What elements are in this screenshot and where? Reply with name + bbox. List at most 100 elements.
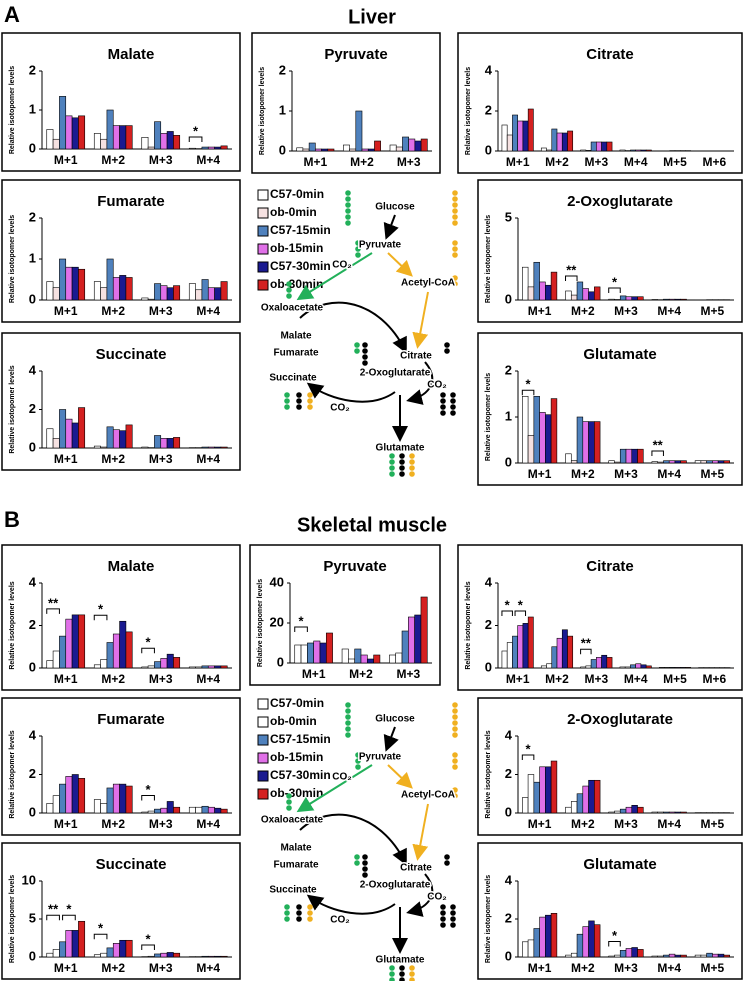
carbon-dot: [285, 917, 290, 922]
bar: [528, 287, 534, 300]
bar: [161, 286, 167, 300]
y-tick-label: 0: [29, 439, 36, 454]
panel-label: B: [4, 507, 20, 532]
bar: [107, 110, 113, 149]
x-tick-label: M+3: [149, 452, 173, 466]
bar: [534, 782, 540, 813]
carbon-dot: [346, 721, 351, 726]
bar: [173, 437, 179, 448]
bar: [540, 412, 546, 463]
y-tick-label: 4: [29, 727, 37, 742]
bar: [107, 948, 113, 957]
carbon-dot: [363, 343, 368, 348]
bar: [72, 775, 78, 814]
y-tick-label: 2: [29, 209, 36, 224]
bar: [355, 649, 361, 663]
carbon-dot: [308, 405, 313, 410]
bar: [101, 660, 107, 669]
legend-swatch: [258, 771, 268, 781]
x-tick-label: M+4: [196, 961, 220, 975]
bar: [718, 954, 724, 957]
bar: [78, 408, 84, 448]
bar: [567, 131, 572, 151]
carbon-dot: [355, 343, 360, 348]
bar: [566, 454, 572, 463]
significance-label: *: [612, 928, 618, 943]
y-axis-label: Relative isotopomer levels: [9, 875, 16, 963]
bar: [53, 288, 59, 300]
bar: [113, 943, 119, 957]
bar: [577, 794, 583, 813]
bar: [72, 930, 78, 957]
y-tick-label: 4: [505, 872, 513, 887]
x-tick-label: M+2: [571, 304, 595, 318]
x-tick-label: M+2: [101, 304, 125, 318]
y-axis-label: Relative isotopomer levels: [257, 579, 264, 667]
carbon-dot: [400, 472, 405, 477]
bar: [583, 786, 589, 813]
significance-label: *: [146, 782, 152, 797]
bar: [609, 956, 615, 957]
bar: [609, 299, 615, 300]
x-tick-label: M+5: [701, 817, 725, 831]
bar: [551, 913, 557, 957]
bar: [652, 462, 658, 463]
bar: [368, 149, 374, 151]
bar: [675, 461, 681, 463]
bar: [320, 643, 326, 663]
y-tick-label: 0: [29, 804, 36, 819]
x-tick-label: M+4: [196, 452, 220, 466]
bar: [59, 636, 65, 668]
bar: [630, 150, 635, 151]
bar: [712, 954, 718, 957]
bar: [552, 647, 557, 668]
bar: [522, 396, 528, 463]
pathway-label: CO₂: [427, 380, 446, 391]
bar: [208, 956, 214, 957]
bar: [701, 461, 707, 463]
carbon-dot: [453, 727, 458, 732]
carbon-dot: [346, 733, 351, 738]
bar: [326, 633, 332, 663]
carbon-dot: [346, 715, 351, 720]
significance-label: *: [98, 602, 104, 617]
bar: [663, 955, 669, 957]
bar: [596, 142, 601, 151]
y-tick-label: 1: [29, 250, 36, 265]
bar: [126, 786, 132, 813]
bar: [528, 617, 533, 668]
legend-label: C57-30min: [270, 259, 331, 273]
bar: [523, 623, 528, 668]
bar: [142, 812, 148, 813]
bar: [614, 811, 620, 813]
carbon-dot: [453, 241, 458, 246]
bar: [196, 667, 202, 668]
y-tick-label: 2: [505, 362, 512, 377]
carbon-dot: [308, 905, 313, 910]
significance-label: *: [612, 274, 618, 289]
carbon-dot: [355, 861, 360, 866]
bar: [72, 118, 78, 149]
bar: [202, 666, 208, 668]
bar: [545, 915, 551, 957]
bar: [596, 657, 601, 668]
x-tick-label: M+4: [657, 467, 681, 481]
y-tick-label: 2: [279, 62, 286, 77]
carbon-dot: [441, 923, 446, 928]
x-tick-label: M+4: [657, 961, 681, 975]
bar: [567, 636, 572, 668]
bar: [101, 447, 107, 448]
x-tick-label: M+2: [571, 961, 595, 975]
bar: [681, 955, 687, 957]
carbon-dot: [410, 466, 415, 471]
carbon-dot: [445, 343, 450, 348]
bar: [66, 776, 72, 813]
x-tick-label: M+1: [506, 155, 530, 169]
pathway-label: Glutamate: [376, 955, 425, 966]
carbon-dot: [363, 861, 368, 866]
carbon-dot: [297, 905, 302, 910]
bar: [724, 461, 730, 463]
carbon-dot: [451, 905, 456, 910]
y-axis-label: Relative isotopomer levels: [485, 215, 492, 303]
x-tick-label: M+3: [149, 817, 173, 831]
